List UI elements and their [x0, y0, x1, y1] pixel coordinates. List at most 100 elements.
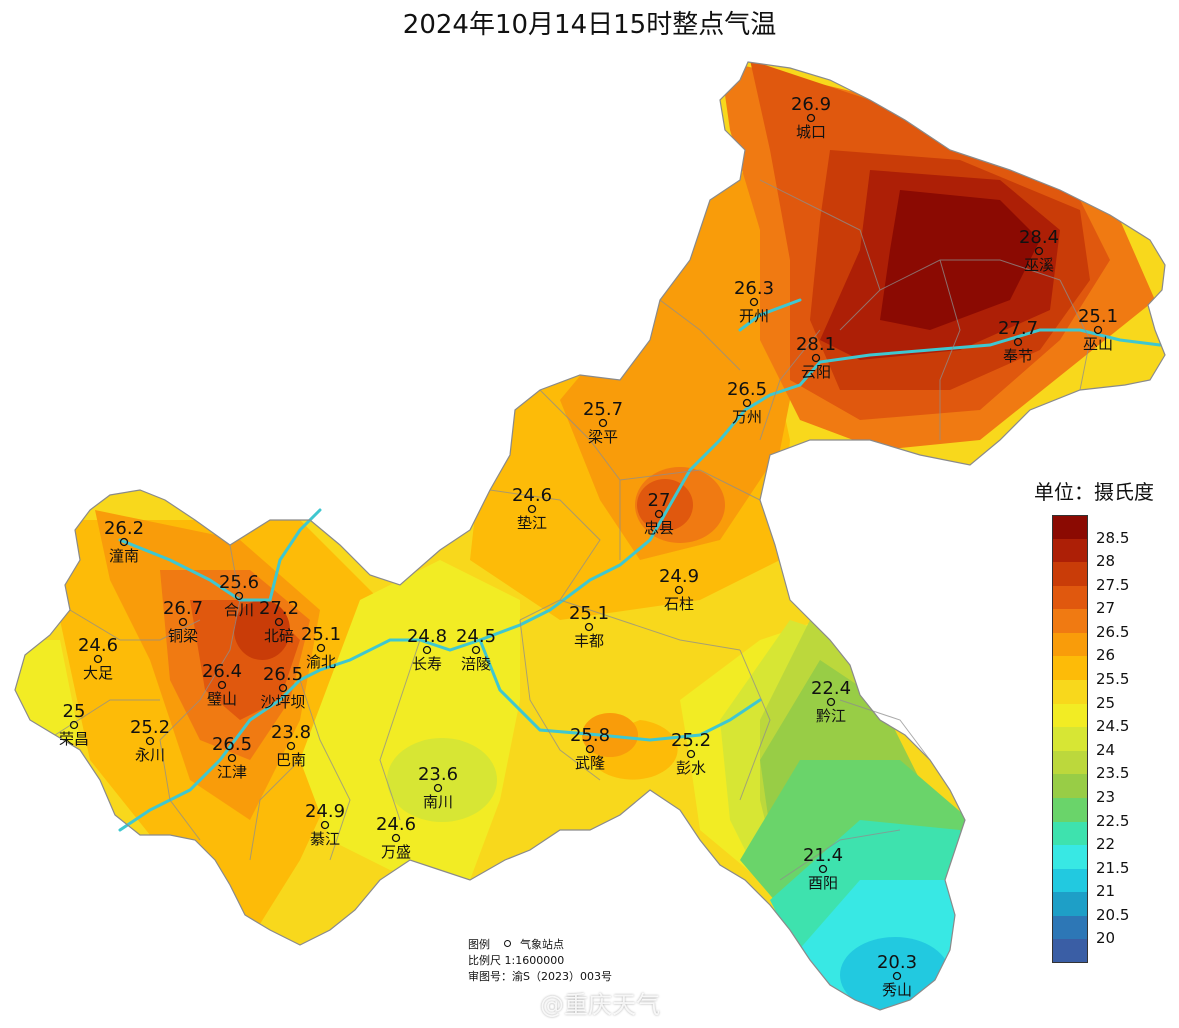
station-name: 大足 — [83, 664, 113, 682]
legend-swatch — [1052, 821, 1088, 846]
station-南川: 23.6 南川 — [418, 764, 458, 811]
legend-tick-label: 25.5 — [1096, 670, 1130, 689]
station-temperature: 24.9 — [305, 801, 345, 822]
station-marker-icon — [654, 509, 664, 519]
station-marker-icon — [818, 864, 828, 874]
district-borders — [54, 179, 1091, 881]
station-temperature: 23.6 — [418, 764, 458, 785]
legend-swatch — [1052, 585, 1088, 610]
legend-tick-label: 23 — [1096, 787, 1116, 806]
station-name: 丰都 — [574, 632, 604, 650]
station-marker-icon — [320, 820, 330, 830]
station-长寿: 24.8 长寿 — [407, 626, 447, 673]
station-name: 万州 — [732, 408, 762, 426]
station-璧山: 26.4 璧山 — [202, 661, 242, 708]
station-name: 城口 — [796, 123, 826, 141]
legend-swatch — [1052, 892, 1088, 917]
station-temperature: 24.9 — [659, 566, 699, 587]
station-name: 巫山 — [1083, 335, 1113, 353]
station-marker-icon — [674, 585, 684, 595]
station-name: 万盛 — [381, 843, 411, 861]
station-temperature: 21.4 — [803, 845, 843, 866]
info-legend-label: 图例 — [468, 938, 490, 951]
station-name: 黔江 — [816, 707, 846, 725]
station-marker-icon — [227, 753, 237, 763]
station-name: 铜梁 — [168, 627, 198, 645]
station-name: 荣昌 — [59, 730, 89, 748]
legend-tick-label: 20.5 — [1096, 905, 1130, 924]
station-name: 秀山 — [882, 981, 912, 999]
station-marker-icon — [584, 622, 594, 632]
station-marker-icon — [286, 741, 296, 751]
station-秀山: 20.3 秀山 — [877, 952, 917, 999]
station-marker-icon — [433, 783, 443, 793]
legend-tick-label: 24 — [1096, 740, 1116, 759]
station-name: 忠县 — [644, 519, 674, 537]
station-layer: 26.9 城口 28.4 巫溪 26.3 开州 28.1 云阳 27.7 奉节 25.1 巫山 26.5… — [59, 94, 1118, 999]
legend-swatch — [1052, 680, 1088, 705]
station-name: 涪陵 — [461, 655, 491, 673]
legend-tick-label: 26.5 — [1096, 622, 1130, 641]
station-name: 江津 — [217, 763, 247, 781]
legend-tick-label: 27.5 — [1096, 575, 1130, 594]
legend-swatch — [1052, 609, 1088, 634]
station-marker-icon — [274, 617, 284, 627]
station-temperature: 20.3 — [877, 952, 917, 973]
station-marker-icon — [811, 353, 821, 363]
station-name: 武隆 — [575, 754, 605, 772]
station-marker-icon — [1093, 325, 1103, 335]
station-荣昌: 25 荣昌 — [59, 701, 89, 748]
watermark: @重庆天气 — [540, 991, 660, 1019]
station-巴南: 23.8 巴南 — [271, 722, 311, 769]
station-temperature: 25.7 — [583, 399, 623, 420]
info-review-number: 审图号：渝S（2023）003号 — [468, 970, 612, 983]
station-temperature: 28.1 — [796, 334, 836, 355]
station-temperature: 25 — [63, 701, 86, 722]
station-temperature: 27.7 — [998, 318, 1038, 339]
station-marker-icon — [471, 645, 481, 655]
station-name: 璧山 — [207, 690, 237, 708]
station-temperature: 24.6 — [512, 485, 552, 506]
station-temperature: 25.1 — [301, 624, 341, 645]
station-武隆: 25.8 武隆 — [570, 725, 610, 772]
station-黔江: 22.4 黔江 — [811, 678, 851, 725]
station-temperature: 24.5 — [456, 626, 496, 647]
station-temperature: 26.3 — [734, 278, 774, 299]
station-万州: 26.5 万州 — [727, 379, 767, 426]
station-marker-icon — [217, 680, 227, 690]
station-marker-icon — [93, 654, 103, 664]
station-name: 石柱 — [664, 595, 694, 613]
legend-swatch — [1052, 632, 1088, 657]
station-name: 北碚 — [264, 627, 294, 645]
station-綦江: 24.9 綦江 — [305, 801, 345, 848]
station-marker-icon — [1034, 246, 1044, 256]
legend-tick-label: 28 — [1096, 552, 1116, 571]
legend-tick-label: 26 — [1096, 646, 1116, 665]
station-name: 巫溪 — [1024, 256, 1054, 274]
station-name: 合川 — [224, 601, 254, 619]
station-temperature: 22.4 — [811, 678, 851, 699]
legend-swatch — [1052, 703, 1088, 728]
station-奉节: 27.7 奉节 — [998, 318, 1038, 365]
legend-swatch — [1052, 939, 1088, 964]
station-marker-icon — [826, 697, 836, 707]
station-渝北: 25.1 渝北 — [301, 624, 341, 671]
station-temperature: 25.1 — [1078, 306, 1118, 327]
station-temperature: 26.5 — [263, 664, 303, 685]
station-丰都: 25.1 丰都 — [569, 603, 609, 650]
station-name: 开州 — [739, 307, 769, 325]
station-temperature: 23.8 — [271, 722, 311, 743]
station-marker-icon — [278, 683, 288, 693]
legend-tick-label: 21.5 — [1096, 858, 1130, 877]
legend-tick-label: 28.5 — [1096, 528, 1130, 547]
legend-unit: 单位：摄氏度 — [1034, 480, 1154, 504]
station-梁平: 25.7 梁平 — [583, 399, 623, 446]
station-忠县: 27 忠县 — [644, 490, 674, 537]
legend-frame — [1052, 515, 1088, 963]
station-城口: 26.9 城口 — [791, 94, 831, 141]
station-marker-icon — [234, 591, 244, 601]
legend-swatch — [1052, 797, 1088, 823]
station-temperature: 26.7 — [163, 598, 203, 619]
station-marker-icon — [686, 749, 696, 759]
